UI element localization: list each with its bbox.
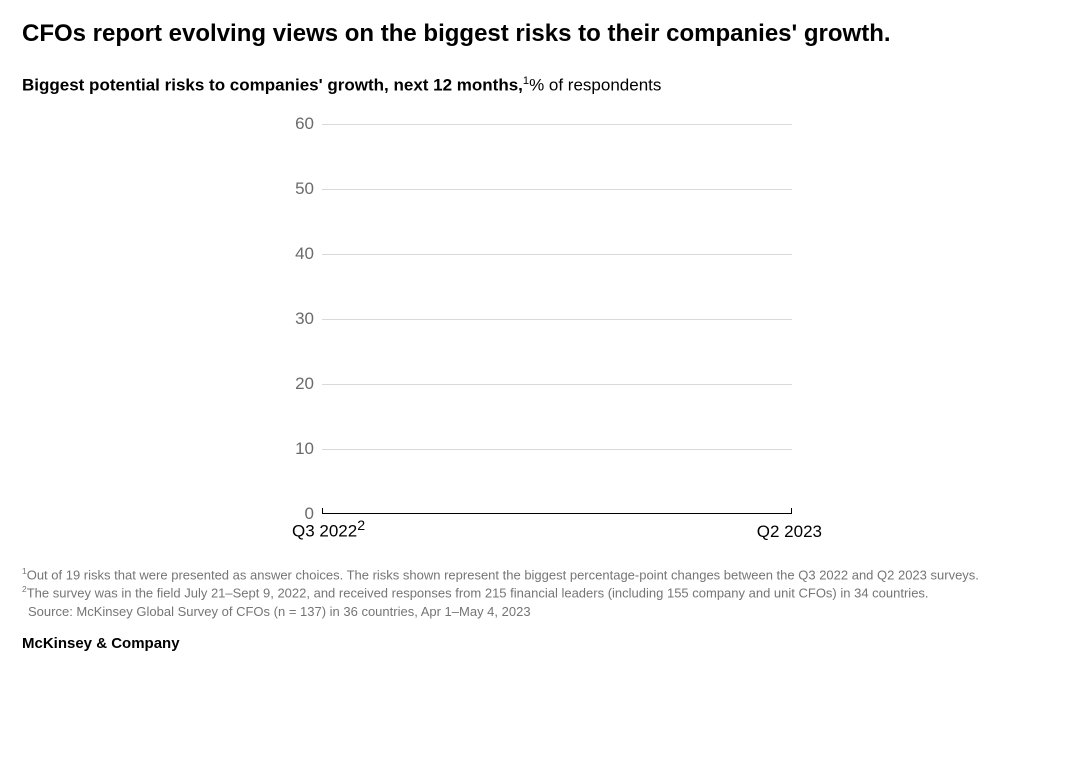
- gridline: [322, 384, 792, 385]
- gridline: [322, 254, 792, 255]
- y-tick-label: 40: [282, 244, 314, 264]
- chart-area: Q3 20222 Q2 2023 0102030405060: [272, 114, 792, 544]
- x-axis: [322, 508, 792, 514]
- chart-subtitle: Biggest potential risks to companies' gr…: [22, 75, 1058, 96]
- y-tick-label: 0: [282, 504, 314, 524]
- footnotes: 1Out of 19 risks that were presented as …: [22, 566, 1058, 621]
- footnote-2: 2The survey was in the field July 21–Sep…: [28, 584, 1058, 603]
- x-tick-label-right: Q2 2023: [757, 522, 822, 542]
- gridline: [322, 319, 792, 320]
- subtitle-rest: % of respondents: [529, 76, 661, 95]
- gridline: [322, 189, 792, 190]
- gridline: [322, 124, 792, 125]
- gridline: [322, 449, 792, 450]
- y-tick-label: 20: [282, 374, 314, 394]
- footnote-source: Source: McKinsey Global Survey of CFOs (…: [28, 603, 1058, 621]
- subtitle-bold: Biggest potential risks to companies' gr…: [22, 76, 523, 95]
- y-tick-label: 10: [282, 439, 314, 459]
- attribution: McKinsey & Company: [22, 635, 1058, 652]
- y-tick-label: 60: [282, 114, 314, 134]
- plot-region: Q3 20222 Q2 2023 0102030405060: [322, 124, 792, 514]
- footnote-1: 1Out of 19 risks that were presented as …: [28, 566, 1058, 585]
- y-tick-label: 30: [282, 309, 314, 329]
- chart-title: CFOs report evolving views on the bigges…: [22, 18, 1058, 49]
- y-tick-label: 50: [282, 179, 314, 199]
